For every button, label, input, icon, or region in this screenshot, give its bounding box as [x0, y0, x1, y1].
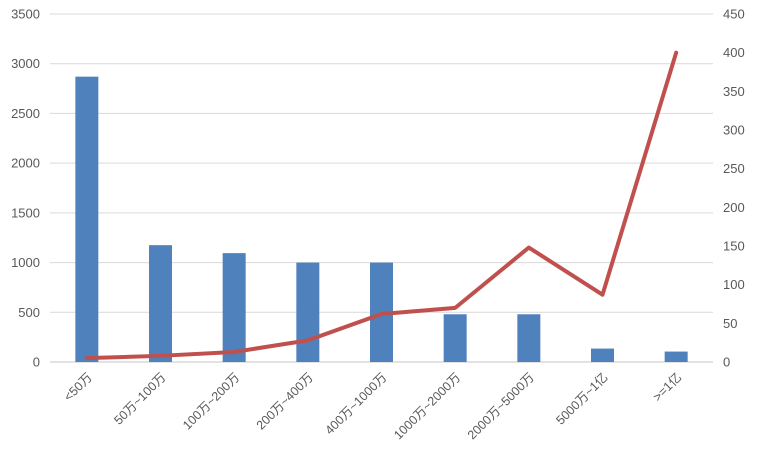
right-axis-tick-label: 350	[723, 84, 745, 99]
left-axis-tick-label: 1500	[11, 205, 40, 220]
bar	[75, 76, 99, 362]
x-axis-category-label: 50万~100万	[111, 370, 168, 427]
left-axis-tick-label: 3000	[11, 56, 40, 71]
bar	[517, 314, 541, 362]
x-axis-category-label: 200万~400万	[254, 370, 316, 432]
right-axis-tick-label: 150	[723, 239, 745, 254]
bar	[664, 351, 688, 362]
x-axis-category-label: 100万~200万	[180, 370, 242, 432]
right-axis-tick-label: 50	[723, 316, 737, 331]
left-axis-tick-label: 500	[18, 305, 40, 320]
x-axis-category-label: 5000万~1亿	[553, 370, 611, 428]
right-axis-tick-label: 400	[723, 45, 745, 60]
bar	[222, 253, 246, 362]
bar	[443, 314, 467, 362]
right-axis-tick-label: 200	[723, 200, 745, 215]
left-axis-tick-label: 3500	[11, 7, 40, 22]
x-axis-category-label: >=1亿	[650, 370, 685, 405]
bar	[149, 245, 172, 362]
x-axis-category-label: 2000万~5000万	[465, 370, 537, 442]
right-axis-tick-label: 250	[723, 161, 745, 176]
left-axis-tick-label: 1000	[11, 255, 40, 270]
x-axis-category-label: <50万	[61, 370, 95, 404]
left-axis-tick-label: 2500	[11, 106, 40, 121]
bar	[591, 348, 614, 362]
bar	[296, 262, 320, 362]
left-axis-tick-label: 0	[33, 355, 40, 370]
x-axis-category-label: 1000万~2000万	[391, 370, 463, 442]
right-axis-tick-label: 100	[723, 277, 745, 292]
left-axis-tick-label: 2000	[11, 156, 40, 171]
right-axis-tick-label: 300	[723, 123, 745, 138]
line-series	[84, 50, 679, 361]
x-axis-category-label: 400万~1000万	[322, 370, 389, 437]
right-axis-tick-label: 450	[723, 7, 745, 22]
right-axis-tick-label: 0	[723, 355, 730, 370]
